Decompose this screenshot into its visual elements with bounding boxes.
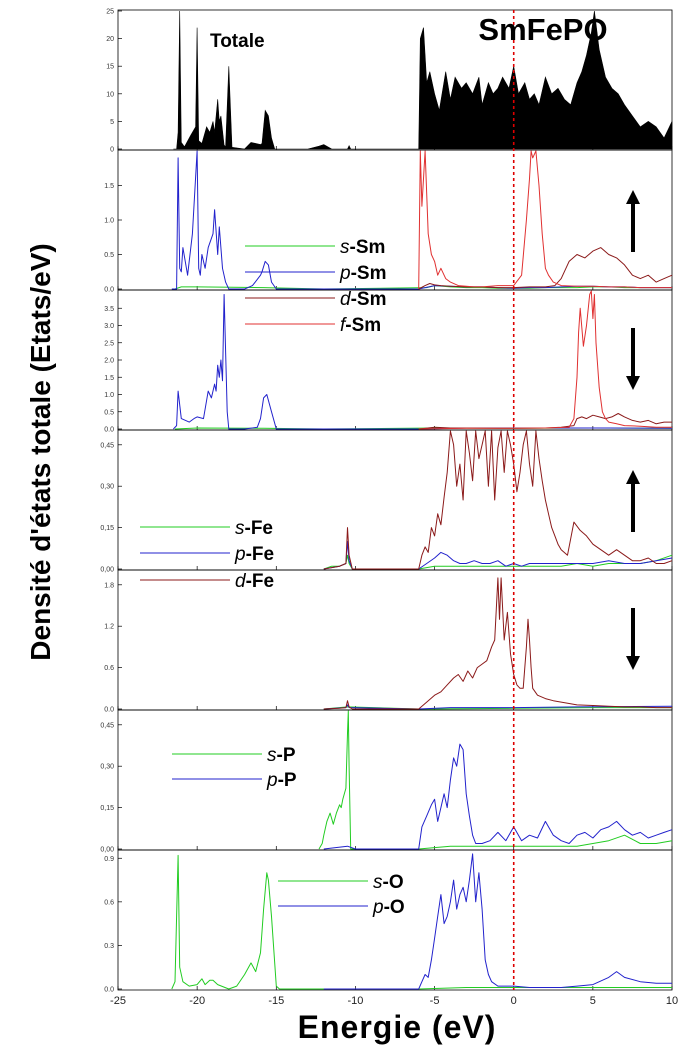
series-line-p xyxy=(171,150,672,290)
series-line-p xyxy=(323,853,672,990)
x-tick-label: -25 xyxy=(110,995,126,1007)
arrow-head-icon xyxy=(626,376,640,390)
y-tick-label: 2.0 xyxy=(104,358,114,365)
y-tick-label: 15 xyxy=(106,64,114,71)
panel-frame xyxy=(117,849,673,991)
y-tick-label: 0.6 xyxy=(104,899,114,906)
y-tick-label: 2.5 xyxy=(104,340,114,347)
series-line-d xyxy=(418,247,673,290)
y-tick-label: 1.5 xyxy=(104,183,114,190)
series-line-f xyxy=(418,290,672,430)
y-tick-label: 1.2 xyxy=(104,624,114,631)
y-tick-label: 0.3 xyxy=(104,943,114,950)
legend-label: d-Fe xyxy=(235,571,274,592)
legend-label: p-O xyxy=(372,897,405,918)
y-tick-label: 0,15 xyxy=(100,525,114,532)
y-tick-label: 0.0 xyxy=(104,987,114,994)
x-tick-label: 10 xyxy=(666,995,678,1007)
y-tick-label: 3.5 xyxy=(104,306,114,313)
panel-frame xyxy=(117,429,673,571)
y-tick-label: 1.0 xyxy=(104,218,114,225)
y-tick-label: 0.0 xyxy=(104,707,114,714)
series-line-d xyxy=(323,430,673,570)
legends: Totale s-Sm p-Sm d-Sm f-Sm s-Fe p-Fe d-Fe s-P p-P… xyxy=(140,31,405,918)
y-tick-label: 1.8 xyxy=(104,582,114,589)
series-line-f xyxy=(418,150,672,290)
panel-Sm-up: 0.0 0.5 1.0 1.5 xyxy=(104,149,673,294)
legend-label: p-P xyxy=(266,770,297,791)
legend-label: p-Fe xyxy=(234,544,274,565)
x-tick-label: -10 xyxy=(347,995,363,1007)
series-area-total xyxy=(173,10,673,150)
panel-label-totale: Totale xyxy=(210,31,265,52)
y-tick-label: 0.0 xyxy=(104,287,114,294)
y-tick-label: 0,45 xyxy=(100,442,114,449)
y-tick-label: 0,00 xyxy=(100,567,114,574)
y-axis-label: Densité d'états totale (Etats/eV) xyxy=(25,243,56,660)
legend-label: p-Sm xyxy=(339,263,386,284)
dos-panels: 0 5 10 15 20 25 0.0 0.5 1.0 1.5 0.0 0.5 1.0 1.5 2.0 2.5… xyxy=(100,9,673,994)
y-tick-label: 3.0 xyxy=(104,323,114,330)
y-tick-label: 0.5 xyxy=(104,409,114,416)
legend-label: s-P xyxy=(267,745,296,766)
legend-label: s-Fe xyxy=(235,518,273,539)
y-tick-label: 0,45 xyxy=(100,722,114,729)
series-line-d xyxy=(418,413,672,430)
x-tick-label: 0 xyxy=(511,995,517,1007)
y-tick-label: 0.9 xyxy=(104,856,114,863)
legend-label: d-Sm xyxy=(340,289,386,310)
y-tick-label: 1.5 xyxy=(104,375,114,382)
y-tick-label: 0 xyxy=(110,147,114,154)
series-line-p xyxy=(323,743,673,850)
x-tick-label: -5 xyxy=(430,995,440,1007)
series-line-p xyxy=(323,540,673,570)
legend-label: s-O xyxy=(373,872,404,893)
y-tick-label: 0,30 xyxy=(100,764,114,771)
y-tick-label: 25 xyxy=(106,9,114,16)
x-tick-label: 5 xyxy=(590,995,596,1007)
arrow-head-icon xyxy=(626,190,640,204)
y-tick-label: 0.0 xyxy=(104,427,114,434)
panel-frame xyxy=(117,569,673,711)
panel-P: 0,00 0,15 0,30 0,45 xyxy=(100,709,673,854)
y-tick-label: 0,15 xyxy=(100,805,114,812)
series-line-s xyxy=(171,854,672,990)
y-tick-label: 0.5 xyxy=(104,252,114,259)
panel-Fe-up: 0,00 0,15 0,30 0,45 xyxy=(100,429,673,574)
panel-Sm-down: 0.0 0.5 1.0 1.5 2.0 2.5 3.0 3.5 xyxy=(104,289,673,434)
panel-O: 0.0 0.3 0.6 0.9 xyxy=(104,849,673,994)
y-tick-label: 0.6 xyxy=(104,665,114,672)
x-axis-ticks: -25 -20 -15 -10 -5 0 5 10 xyxy=(110,995,678,1007)
series-line-d xyxy=(323,577,672,710)
panel-Fe-down: 0.0 0.6 1.2 1.8 xyxy=(104,569,673,714)
y-tick-label: 0,00 xyxy=(100,847,114,854)
y-tick-label: 5 xyxy=(110,119,114,126)
y-tick-label: 20 xyxy=(106,36,114,43)
series-line-s xyxy=(318,710,673,850)
figure-title: SmFePO xyxy=(478,12,607,47)
series-line-s xyxy=(323,554,673,570)
legend-label: s-Sm xyxy=(340,237,385,258)
legend-label: f-Sm xyxy=(340,315,381,336)
arrow-head-icon xyxy=(626,470,640,484)
arrow-head-icon xyxy=(626,656,640,670)
panel-frame xyxy=(117,289,673,431)
y-tick-label: 10 xyxy=(106,91,114,98)
y-tick-label: 0,30 xyxy=(100,484,114,491)
panel-frame xyxy=(117,709,673,851)
x-axis-label: Energie (eV) xyxy=(298,1009,497,1045)
x-tick-label: -15 xyxy=(268,995,284,1007)
y-tick-label: 1.0 xyxy=(104,392,114,399)
x-tick-label: -20 xyxy=(189,995,205,1007)
series-line-p xyxy=(173,294,673,430)
